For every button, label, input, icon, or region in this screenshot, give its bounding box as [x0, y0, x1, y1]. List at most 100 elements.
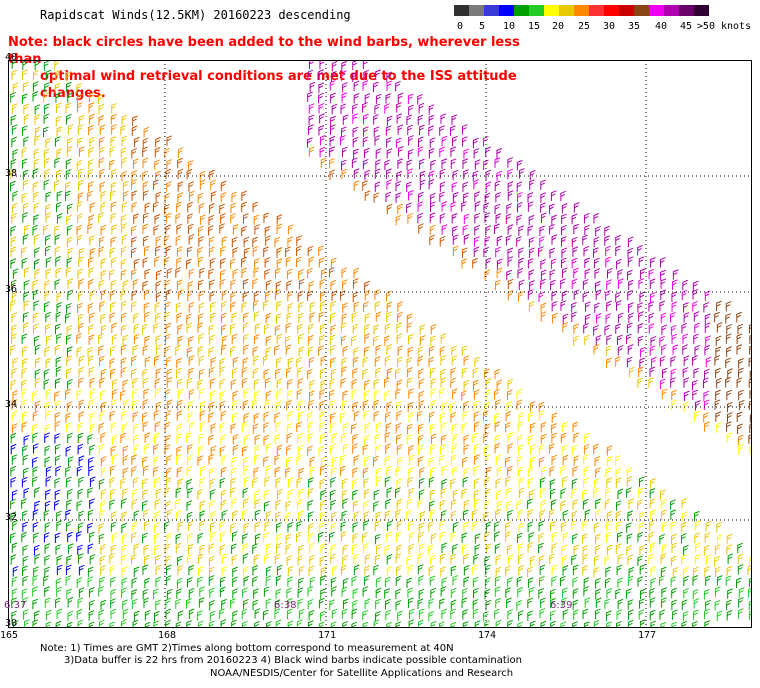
wind-barb — [265, 235, 271, 246]
wind-barb — [144, 356, 151, 367]
wind-barb — [298, 608, 305, 620]
wind-barb — [77, 488, 84, 500]
wind-barb — [76, 531, 82, 542]
wind-barb — [55, 356, 62, 368]
wind-barb — [407, 564, 414, 576]
wind-barb — [175, 498, 181, 510]
wind-barb — [439, 520, 445, 531]
wind-barb — [45, 609, 52, 621]
wind-barb — [66, 113, 72, 125]
wind-barb — [99, 410, 106, 422]
wind-barb — [142, 170, 148, 182]
wind-barb — [408, 411, 415, 423]
wind-barb — [440, 422, 447, 433]
wind-barb — [528, 301, 535, 312]
wind-barb — [571, 520, 577, 531]
wind-barb — [516, 388, 523, 400]
wind-barb — [670, 509, 677, 520]
wind-barb — [386, 520, 393, 532]
wind-barb — [518, 247, 525, 258]
wind-barb — [32, 323, 39, 335]
wind-barb — [539, 564, 546, 575]
wind-barb — [252, 346, 259, 357]
wind-barb — [417, 201, 424, 212]
wind-barb — [473, 553, 479, 565]
wind-barb — [21, 421, 28, 433]
wind-barb — [34, 114, 41, 125]
wind-barb — [208, 543, 215, 554]
wind-barb — [187, 543, 194, 555]
wind-barb — [10, 92, 16, 103]
wind-barb — [341, 586, 348, 598]
wind-barb — [716, 610, 723, 622]
wind-barb — [78, 146, 85, 157]
wind-barb — [87, 190, 93, 202]
wind-barb — [550, 279, 556, 291]
wind-barb — [527, 577, 534, 588]
wind-barb — [396, 379, 403, 390]
wind-barb — [231, 554, 238, 566]
wind-barb — [660, 257, 666, 268]
wind-barb — [10, 465, 17, 477]
wind-barb — [276, 542, 282, 554]
wind-barb — [595, 544, 601, 556]
wind-barb — [341, 478, 348, 489]
wind-barb — [199, 510, 206, 521]
wind-barb — [65, 520, 72, 532]
wind-barb — [155, 269, 162, 281]
wind-barb — [450, 454, 457, 465]
wind-barb — [571, 278, 578, 290]
wind-barb — [353, 301, 360, 312]
wind-barb — [418, 531, 424, 543]
wind-barb — [318, 531, 324, 543]
wind-barb — [11, 489, 18, 501]
wind-barb — [131, 532, 137, 543]
wind-barb — [219, 445, 226, 457]
wind-barb — [78, 355, 85, 367]
wind-barb — [111, 322, 118, 333]
wind-barb — [23, 434, 30, 446]
wind-barb — [375, 422, 382, 433]
wind-barb — [396, 444, 403, 455]
wind-barb — [12, 520, 18, 531]
wind-barb — [594, 509, 601, 521]
wind-barb — [384, 323, 391, 335]
wind-barb — [418, 378, 425, 390]
wind-barb — [408, 619, 415, 628]
wind-barb — [496, 267, 503, 279]
wind-barb — [485, 169, 492, 181]
wind-barb — [615, 543, 622, 554]
wind-barb — [76, 608, 83, 620]
wind-barb — [363, 520, 370, 531]
wind-barb — [67, 543, 74, 554]
wind-barb — [373, 399, 380, 410]
wind-barb — [737, 323, 744, 335]
wind-barb — [307, 245, 314, 257]
wind-barb — [472, 576, 479, 588]
wind-barb — [408, 487, 415, 499]
wind-barb — [32, 410, 39, 422]
wind-barb — [516, 214, 523, 226]
wind-barb — [450, 377, 456, 389]
wind-barb — [276, 378, 283, 389]
wind-barb — [187, 520, 194, 532]
wind-barb — [693, 609, 699, 620]
wind-barb — [77, 619, 84, 628]
wind-barb — [616, 334, 623, 346]
wind-barb — [319, 135, 326, 146]
wind-barb — [538, 520, 545, 532]
wind-barb — [77, 432, 84, 444]
wind-barb — [253, 290, 260, 302]
wind-barb — [10, 258, 17, 269]
wind-barb — [439, 168, 446, 180]
wind-barb — [100, 324, 107, 336]
wind-barb — [198, 333, 205, 344]
wind-barb — [88, 334, 95, 345]
wind-barb — [637, 335, 644, 347]
wind-barb — [133, 213, 139, 224]
wind-barb — [45, 323, 51, 335]
wind-barb — [364, 575, 370, 586]
wind-barb — [319, 146, 326, 158]
wind-barb — [121, 170, 128, 182]
wind-barb — [187, 400, 194, 412]
